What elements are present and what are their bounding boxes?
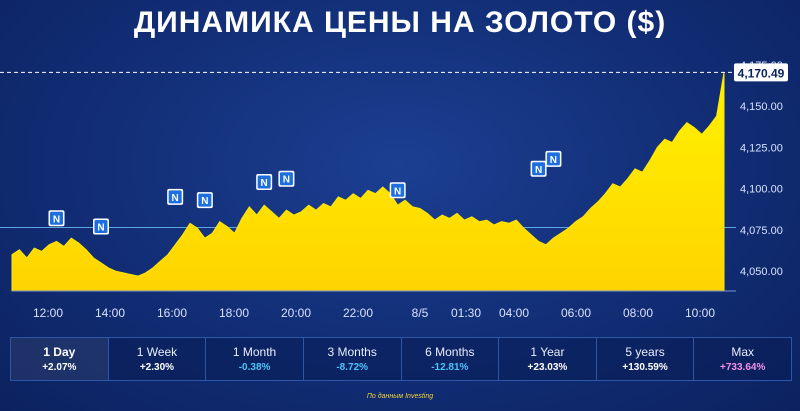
news-marker: N <box>93 218 109 235</box>
y-tick-label: 4,075.00 <box>740 225 783 237</box>
news-marker: N <box>278 170 295 187</box>
period-change: -12.81% <box>431 362 469 373</box>
x-tick-label: 10:00 <box>685 306 715 320</box>
news-marker: N <box>256 174 273 190</box>
news-marker: N <box>389 182 406 199</box>
period-1-month[interactable]: 1 Month -0.38% <box>206 338 304 380</box>
news-marker-label: N <box>535 165 542 176</box>
news-marker-bg <box>94 220 108 234</box>
x-tick-label: 14:00 <box>95 306 125 320</box>
news-marker-label: N <box>394 186 401 197</box>
last-price-value: 4,170.49 <box>738 66 785 80</box>
news-marker-bg <box>168 190 182 204</box>
y-tick-label: 4,100.00 <box>740 184 783 196</box>
period-label: 1 Day <box>43 345 76 359</box>
last-price-label-bg <box>734 63 788 82</box>
news-marker-label: N <box>53 214 60 225</box>
period-label: 1 Year <box>530 345 565 359</box>
period-3-months[interactable]: 3 Months -8.72% <box>304 338 402 380</box>
news-marker: N <box>167 188 184 205</box>
period-label: 5 years <box>625 345 665 359</box>
page-title: ДИНАМИКА ЦЕНЫ НА ЗОЛОТО ($) <box>133 6 667 39</box>
period-change: -8.72% <box>336 362 369 373</box>
period-change: +23.03% <box>527 362 568 373</box>
x-tick-label: 8/5 <box>412 306 429 320</box>
period-1-day[interactable]: 1 Day +2.07% <box>11 338 109 380</box>
period-change: -0.38% <box>238 362 271 373</box>
last-price-label: 4,170.49 <box>734 63 788 82</box>
gold-price-chart: 4,050.00 4,075.00 4,100.00 4,125.00 4,150.00… <box>0 59 788 320</box>
news-marker-bg <box>257 175 271 189</box>
news-marker-bg <box>198 193 212 207</box>
x-tick-label: 04:00 <box>499 306 529 320</box>
period-max[interactable]: Max +733.64% <box>694 338 791 380</box>
period-1-week[interactable]: 1 Week +2.30% <box>109 338 207 380</box>
period-label: 1 Week <box>136 345 178 359</box>
x-tick-label: 20:00 <box>281 306 311 320</box>
news-marker-bg <box>279 172 293 186</box>
period-change: +2.30% <box>139 362 175 373</box>
x-tick-label: 08:00 <box>623 306 653 320</box>
period-label: 6 Months <box>425 345 475 359</box>
news-marker: N <box>545 150 562 167</box>
news-marker: N <box>530 160 547 177</box>
x-tick-label: 22:00 <box>343 306 373 320</box>
period-6-months[interactable]: 6 Months -12.81% <box>402 338 500 380</box>
price-area-series <box>11 72 725 292</box>
y-tick-label: 4,150.00 <box>740 101 783 113</box>
news-marker: N <box>196 192 213 209</box>
news-marker-label: N <box>172 193 179 204</box>
period-change: +2.07% <box>42 362 77 373</box>
period-label: 1 Month <box>232 345 277 359</box>
x-tick-label: 16:00 <box>157 306 187 320</box>
x-tick-label: 06:00 <box>561 306 591 320</box>
x-tick-label: 01:30 <box>451 306 481 320</box>
period-selector: 1 Day +2.07% 1 Week +2.30% 1 Month -0.38… <box>10 337 792 381</box>
news-marker-label: N <box>283 175 290 186</box>
news-marker-label: N <box>97 223 104 234</box>
x-tick-label: 12:00 <box>33 306 63 320</box>
period-label: 3 Months <box>327 345 377 359</box>
x-tick-label: 18:00 <box>219 306 249 320</box>
period-change: +130.59% <box>622 362 668 373</box>
y-tick-label: 4,050.00 <box>740 266 783 278</box>
period-5-years[interactable]: 5 years +130.59% <box>597 338 695 380</box>
news-marker: N <box>48 210 65 227</box>
period-label: Max <box>731 345 755 359</box>
period-1-year[interactable]: 1 Year +23.03% <box>499 338 597 380</box>
news-marker-bg <box>391 183 405 197</box>
y-tick-label: 4,125.00 <box>740 142 783 154</box>
news-marker-label: N <box>550 155 557 166</box>
news-marker-bg <box>532 162 546 176</box>
news-marker-label: N <box>201 196 208 207</box>
news-marker-bg <box>546 152 560 166</box>
news-marker-bg <box>50 211 63 225</box>
news-marker-label: N <box>261 178 268 189</box>
period-change: +733.64% <box>720 362 766 373</box>
data-source-note: По данным Investing <box>366 393 434 400</box>
